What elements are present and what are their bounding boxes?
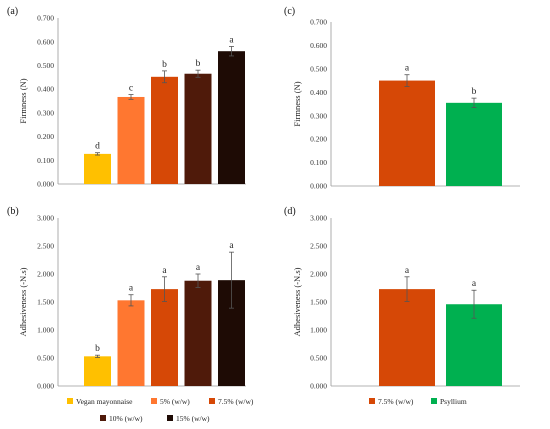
legend-swatch bbox=[431, 398, 437, 404]
y-tick-label: 0.600 bbox=[37, 37, 54, 46]
y-tick-label: 0.700 bbox=[37, 14, 54, 23]
y-tick-label: 0.100 bbox=[37, 156, 54, 165]
bar-4 bbox=[184, 280, 212, 386]
chart-panel-4: (d) 0.000 0.500 1.000 1.500 2.000 2.500 3.000 Ad… bbox=[284, 206, 520, 406]
legend: Vegan mayonnaise 5% (w/w) 7.5% (w/w) 10% (w… bbox=[67, 397, 254, 423]
bar-4 bbox=[184, 73, 212, 184]
panel-label: (c) bbox=[284, 6, 295, 17]
y-tick-label: 0.000 bbox=[310, 382, 327, 391]
legend-entry: 5% (w/w) bbox=[160, 397, 190, 406]
bar-3 bbox=[151, 289, 178, 386]
y-tick-label: 3.000 bbox=[37, 214, 54, 223]
significance-letter: a bbox=[229, 35, 234, 45]
bar-2 bbox=[117, 300, 145, 386]
y-tick-label: 0.200 bbox=[37, 132, 54, 141]
y-tick-label: 0.400 bbox=[37, 85, 54, 94]
y-tick-label: 1.000 bbox=[310, 326, 327, 335]
bar-1 bbox=[379, 289, 435, 386]
panel-label: (d) bbox=[284, 206, 296, 217]
y-axis-label: Adhesiveness (-N.s) bbox=[292, 267, 302, 336]
y-tick-label: 1.500 bbox=[37, 298, 54, 307]
y-tick-label: 2.500 bbox=[310, 242, 327, 251]
panel-label: (a) bbox=[7, 6, 18, 17]
legend-swatch bbox=[151, 398, 157, 404]
significance-letter: b bbox=[162, 60, 167, 70]
bar-2 bbox=[446, 102, 502, 186]
y-tick-label: 2.500 bbox=[37, 242, 54, 251]
significance-letter: a bbox=[472, 279, 477, 289]
significance-letter: a bbox=[162, 266, 167, 276]
y-tick-label: 2.000 bbox=[37, 270, 54, 279]
legend-swatch bbox=[167, 415, 173, 421]
y-tick-label: 0.700 bbox=[310, 18, 327, 27]
bar-1 bbox=[84, 153, 111, 184]
legend-swatch bbox=[100, 415, 106, 421]
significance-letter: a bbox=[129, 284, 134, 294]
legend-entry: Psyllium bbox=[440, 397, 467, 406]
bar-1 bbox=[379, 80, 435, 186]
bar-5 bbox=[218, 51, 245, 185]
y-tick-label: 1.500 bbox=[310, 298, 327, 307]
significance-letter: b bbox=[95, 344, 100, 354]
y-axis-label: Adhesiveness (-N.s) bbox=[18, 267, 28, 336]
y-axis-label: Firmness (N) bbox=[18, 78, 28, 123]
legend-swatch bbox=[67, 398, 73, 404]
y-tick-label: 0.600 bbox=[310, 41, 327, 50]
chart-panel-3: (c) 0.000 0.100 0.200 0.300 0.400 0.500 0.600 0.… bbox=[284, 6, 520, 191]
y-tick-label: 0.100 bbox=[310, 158, 327, 167]
y-tick-label: 1.000 bbox=[37, 326, 54, 335]
bar-3 bbox=[151, 76, 178, 184]
y-tick-label: 3.000 bbox=[310, 214, 327, 223]
y-tick-label: 0.500 bbox=[310, 64, 327, 73]
bar-1 bbox=[84, 356, 111, 386]
y-tick-label: 0.000 bbox=[310, 182, 327, 191]
legend-entry: 7.5% (w/w) bbox=[378, 397, 414, 406]
significance-letter: a bbox=[405, 266, 410, 276]
significance-letter: b bbox=[196, 59, 201, 69]
bar-2 bbox=[117, 96, 145, 184]
significance-letter: a bbox=[229, 241, 234, 251]
legend: 7.5% (w/w) Psyllium bbox=[369, 397, 467, 406]
significance-letter: d bbox=[95, 142, 100, 152]
chart-panel-1: (a) 0.000 0.100 0.200 0.300 0.400 0.500 0.600 0.… bbox=[7, 6, 246, 189]
significance-letter: a bbox=[196, 263, 201, 273]
significance-letter: a bbox=[405, 64, 410, 74]
significance-letter: b bbox=[472, 87, 477, 97]
y-tick-label: 0.500 bbox=[37, 61, 54, 70]
y-tick-label: 0.300 bbox=[37, 108, 54, 117]
y-tick-label: 0.400 bbox=[310, 88, 327, 97]
legend-entry: 10% (w/w) bbox=[109, 414, 143, 423]
panel-label: (b) bbox=[7, 206, 19, 217]
significance-letter: c bbox=[129, 84, 133, 94]
chart-panel-2: (b) 0.000 0.500 1.000 1.500 2.000 2.500 3.000 Ad… bbox=[7, 206, 254, 423]
y-tick-label: 2.000 bbox=[310, 270, 327, 279]
y-tick-label: 0.300 bbox=[310, 111, 327, 120]
legend-entry: Vegan mayonnaise bbox=[76, 397, 133, 406]
y-tick-label: 0.500 bbox=[310, 354, 327, 363]
y-tick-label: 0.200 bbox=[310, 135, 327, 144]
y-tick-label: 0.000 bbox=[37, 382, 54, 391]
legend-entry: 15% (w/w) bbox=[176, 414, 210, 423]
legend-swatch bbox=[209, 398, 215, 404]
y-axis-label: Firmness (N) bbox=[292, 81, 302, 126]
y-tick-label: 0.000 bbox=[37, 180, 54, 189]
legend-entry: 7.5% (w/w) bbox=[218, 397, 254, 406]
legend-swatch bbox=[369, 398, 375, 404]
y-tick-label: 0.500 bbox=[37, 354, 54, 363]
